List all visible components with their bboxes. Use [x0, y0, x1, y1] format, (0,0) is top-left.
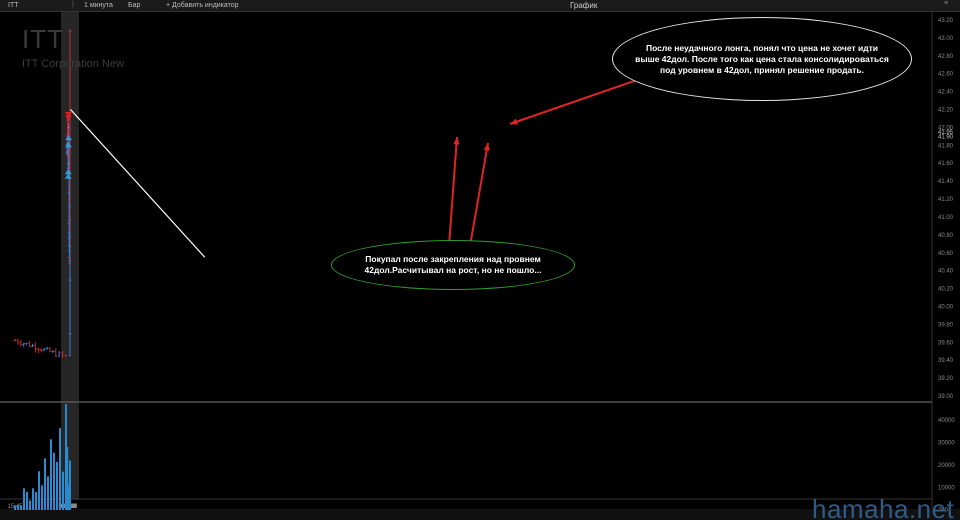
price-axis-label: 43.00: [938, 36, 954, 42]
site-watermark: hamaha.net: [812, 494, 955, 520]
volume-bar: [53, 452, 55, 510]
volume-bar: [23, 488, 25, 510]
sell-marker: [64, 112, 72, 118]
watermark-company: ITT Corporation New: [22, 58, 124, 70]
price-axis-label: 41.40: [938, 179, 954, 185]
sell-note-arrow-head: [510, 118, 518, 125]
price-axis-label: 42.00: [938, 125, 954, 131]
price-axis-label: 40.80: [938, 233, 954, 239]
buy-annotation-text: Покупал после закрепления над провнем 42…: [364, 254, 542, 275]
price-axis-label: 39.20: [938, 376, 954, 382]
trendline: [70, 109, 206, 258]
price-axis-label: 42.80: [938, 54, 954, 60]
volume-bar: [29, 500, 31, 510]
price-axis-label: 41.80: [938, 143, 954, 149]
current-price-label: 41.95: [938, 130, 954, 136]
volume-bar: [47, 476, 49, 510]
price-axis-label: 42.40: [938, 90, 954, 96]
volume-bar: [50, 439, 52, 510]
volume-bar: [20, 505, 22, 510]
price-axis-label: 39.80: [938, 322, 954, 328]
price-axis-label: 41.20: [938, 197, 954, 203]
current-price-label: 41.90: [938, 134, 954, 140]
volume-bar: [56, 461, 58, 510]
buy-marker: [65, 135, 73, 141]
buy-annotation: Покупал после закрепления над провнем 42…: [331, 240, 575, 290]
price-axis-label: 40.40: [938, 269, 954, 275]
volume-bar: [26, 491, 28, 510]
toolbar-separator: |: [72, 1, 74, 8]
price-axis-label: 40.00: [938, 304, 954, 310]
price-axis-label: 40.20: [938, 287, 954, 293]
add-indicator-button[interactable]: + Добавить индикатор: [166, 2, 239, 9]
price-axis-label: 42.60: [938, 72, 954, 78]
volume-bar: [35, 492, 37, 510]
chart-toolbar: ITT | 1 минута Бар + Добавить индикатор …: [0, 0, 960, 12]
volume-bar: [41, 485, 43, 510]
volume-axis-label: 10000: [938, 486, 955, 492]
price-axis-label: 41.00: [938, 215, 954, 221]
price-chart[interactable]: 43.20 43.00 42.80 42.60 42.40 42.20 42.00 41.80…: [0, 12, 960, 520]
volume-bar: [38, 471, 40, 510]
sell-annotation: После неудачного лонга, понял что цена н…: [612, 17, 912, 101]
volume-axis-label: 20000: [938, 463, 955, 469]
volume-bar: [32, 488, 34, 510]
buy-marker: [64, 173, 72, 179]
price-axis-label: 39.60: [938, 340, 954, 346]
volume-axis-label: 30000: [938, 441, 955, 447]
menu-icon[interactable]: ≡: [944, 0, 949, 7]
price-axis-label: 41.60: [938, 161, 954, 167]
volume-bar: [66, 447, 69, 510]
volume-axis-label: 40000: [938, 418, 955, 424]
chart-type-selector[interactable]: Бар: [128, 2, 141, 9]
price-axis-label: 43.20: [938, 18, 954, 24]
price-axis-label: 39.00: [938, 394, 954, 400]
buy-marker: [64, 169, 72, 175]
window-title: График: [570, 1, 598, 10]
interval-selector[interactable]: 1 минута: [84, 2, 113, 9]
watermark-symbol: ITT: [22, 24, 64, 54]
price-axis-label: 42.20: [938, 108, 954, 114]
volume-bar: [65, 404, 67, 510]
navigator-strip: [0, 509, 960, 520]
symbol-selector[interactable]: ITT: [8, 2, 19, 9]
buy-note-arrow-head: [453, 137, 460, 145]
buy-note-arrow-2: [469, 142, 489, 247]
buy-note-arrow: [448, 136, 458, 247]
volume-bar: [62, 471, 64, 510]
volume-bar: [44, 458, 46, 510]
sell-annotation-text: После неудачного лонга, понял что цена н…: [635, 42, 889, 75]
buy-marker: [64, 142, 72, 148]
volume-bar: [17, 504, 19, 510]
sell-marker: [65, 115, 73, 121]
sell-note-arrow: [509, 79, 638, 125]
price-axis-label: 40.60: [938, 251, 954, 257]
volume-bar: [14, 505, 16, 510]
volume-bar: [59, 428, 61, 510]
price-axis-label: 39.40: [938, 358, 954, 364]
buy-note-arrow-2-head: [483, 143, 490, 151]
volume-axis-label: 200: [938, 508, 949, 514]
